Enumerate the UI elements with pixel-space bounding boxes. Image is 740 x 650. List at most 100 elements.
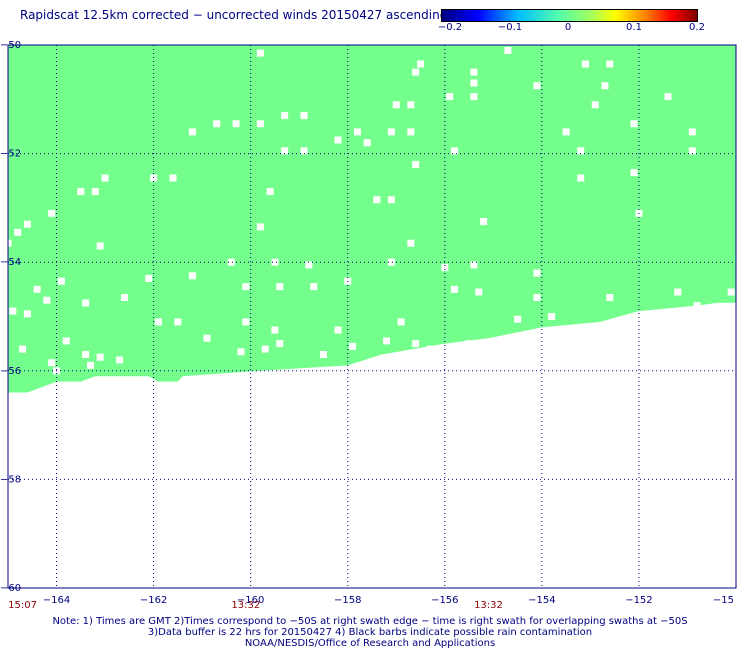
missing-cell — [601, 82, 609, 90]
missing-cell — [300, 147, 308, 155]
missing-cell — [407, 101, 415, 109]
missing-cell — [407, 128, 415, 136]
y-tick-label: −54 — [0, 257, 21, 268]
x-tick-label: −15 — [713, 595, 734, 606]
missing-cell — [271, 258, 279, 266]
missing-cell — [213, 120, 221, 128]
missing-cell — [256, 120, 264, 128]
missing-cell — [276, 340, 284, 348]
missing-cell — [334, 136, 342, 144]
missing-cell — [363, 139, 371, 147]
missing-cell — [470, 93, 478, 101]
missing-cell — [460, 345, 468, 353]
missing-cell — [514, 315, 522, 323]
pass-time-label: 13:32 — [231, 600, 260, 611]
x-tick-label: −160 — [237, 595, 264, 606]
missing-cell — [150, 174, 158, 182]
missing-cell — [19, 345, 27, 353]
missing-cell — [446, 93, 454, 101]
missing-cell — [407, 239, 415, 247]
missing-cell — [48, 359, 56, 367]
missing-cell — [227, 258, 235, 266]
x-tick-label: −162 — [140, 595, 167, 606]
missing-cell — [319, 351, 327, 359]
note-line-1: Note: 1) Times are GMT 2)Times correspon… — [52, 616, 688, 627]
missing-cell — [43, 296, 51, 304]
footnotes: Note: 1) Times are GMT 2)Times correspon… — [0, 616, 740, 649]
note-line-2: 3)Data buffer is 22 hrs for 20150427 4) … — [147, 627, 593, 638]
missing-cell — [470, 79, 478, 87]
missing-cell — [582, 60, 590, 68]
missing-cell — [412, 340, 420, 348]
y-tick-label: −56 — [0, 366, 21, 377]
missing-cell — [276, 283, 284, 291]
note-line-3: NOAA/NESDIS/Office of Research and Appli… — [244, 638, 496, 649]
missing-cell — [441, 264, 449, 272]
x-tick-label: −156 — [431, 595, 458, 606]
missing-cell — [96, 353, 104, 361]
missing-cell — [577, 174, 585, 182]
missing-cell — [266, 188, 274, 196]
missing-cell — [281, 147, 289, 155]
missing-cell — [693, 302, 701, 310]
missing-cell — [630, 120, 638, 128]
missing-cell — [674, 288, 682, 296]
missing-cell — [120, 293, 128, 301]
missing-cell — [475, 288, 483, 296]
y-tick-label: −50 — [0, 40, 21, 51]
missing-cell — [451, 285, 459, 293]
missing-cell — [23, 310, 31, 318]
colorbar-tick: 0.2 — [689, 22, 705, 33]
missing-cell — [412, 68, 420, 76]
missing-cell — [577, 147, 585, 155]
x-tick-label: −164 — [43, 595, 70, 606]
missing-cell — [9, 307, 17, 315]
missing-cell — [349, 342, 357, 350]
missing-cell — [87, 361, 95, 369]
plot-frame — [7, 44, 737, 589]
missing-cell — [271, 326, 279, 334]
missing-cell — [101, 174, 109, 182]
missing-cell — [116, 356, 124, 364]
missing-cell — [188, 128, 196, 136]
missing-cell — [630, 169, 638, 177]
missing-cell — [664, 93, 672, 101]
missing-cell — [281, 112, 289, 120]
missing-cell — [256, 223, 264, 231]
x-tick-label: −154 — [528, 595, 555, 606]
missing-cell — [387, 196, 395, 204]
missing-cell — [237, 348, 245, 356]
colorbar-tick: 0 — [564, 22, 572, 33]
missing-cell — [470, 261, 478, 269]
missing-cell — [688, 147, 696, 155]
missing-cell — [417, 60, 425, 68]
missing-cell — [14, 228, 22, 236]
missing-cell — [82, 351, 90, 359]
missing-cell — [256, 49, 264, 57]
missing-cell — [383, 337, 391, 345]
missing-cell — [387, 258, 395, 266]
missing-cell — [688, 128, 696, 136]
missing-cell — [533, 82, 541, 90]
missing-cell — [48, 209, 56, 217]
missing-cell — [465, 340, 473, 348]
missing-cell — [548, 313, 556, 320]
pass-time-label: 15:07 — [8, 600, 37, 611]
missing-cell — [203, 334, 211, 342]
missing-cell — [387, 128, 395, 136]
missing-cell — [373, 196, 381, 204]
colorbar-tick: 0.1 — [626, 22, 642, 33]
missing-cell — [451, 147, 459, 155]
missing-cell — [353, 128, 361, 136]
missing-cell — [174, 318, 182, 326]
missing-cell — [533, 293, 541, 301]
missing-cell — [480, 217, 488, 225]
y-tick-label: −52 — [0, 149, 21, 160]
missing-cell — [91, 188, 99, 196]
missing-cell — [77, 188, 85, 196]
missing-cell — [470, 68, 478, 76]
missing-cell — [188, 272, 196, 280]
missing-cell — [242, 283, 250, 291]
colorbar-tick: −0.1 — [497, 22, 523, 33]
